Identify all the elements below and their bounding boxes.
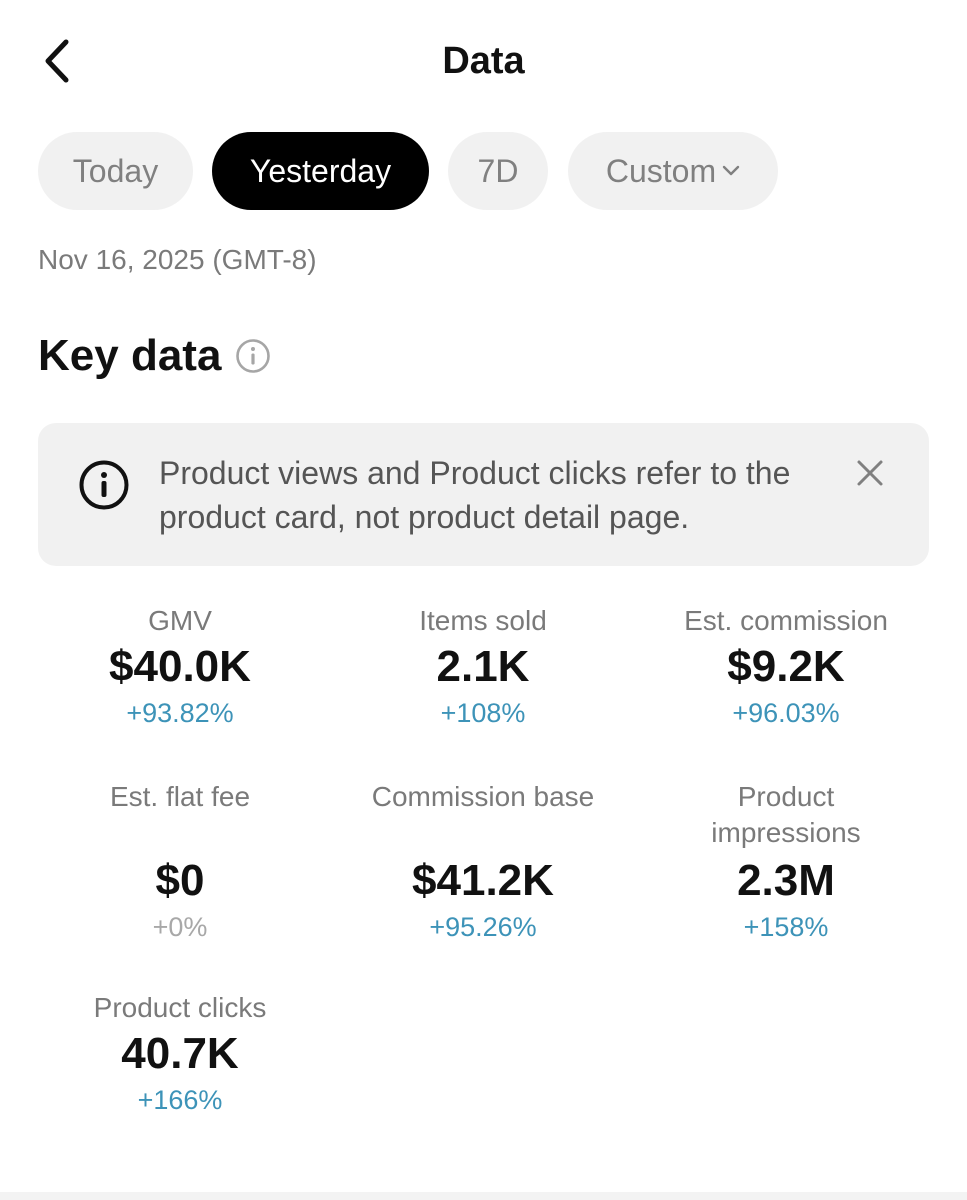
metric-commission-base[interactable]: Commission base $41.2K +95.26%: [333, 779, 633, 945]
bottom-divider: [0, 1192, 967, 1200]
metric-label: Commission base: [371, 781, 595, 812]
metric-value: 2.3M: [737, 856, 835, 905]
filter-chip-label: Custom: [605, 152, 717, 189]
date-range-label: Nov 16, 2025 (GMT-8): [38, 244, 317, 275]
metric-change: +158%: [743, 912, 829, 942]
metric-value: $41.2K: [412, 856, 554, 905]
filter-chip-label: Yesterday: [249, 152, 392, 189]
metric-gmv[interactable]: GMV $40.0K +93.82%: [30, 603, 330, 731]
chevron-down-icon: [722, 165, 740, 177]
filter-chip-custom[interactable]: Custom: [568, 132, 778, 210]
notice-text: Product views and Product clicks refer t…: [159, 455, 791, 535]
info-icon[interactable]: [235, 338, 271, 374]
filter-chip-7d[interactable]: 7D: [448, 132, 548, 210]
metric-product-clicks[interactable]: Product clicks 40.7K +166%: [30, 990, 330, 1118]
metric-change: +108%: [440, 698, 526, 728]
metric-value: $40.0K: [109, 642, 251, 691]
page-title: Data: [442, 40, 525, 82]
filter-chip-label: Today: [72, 152, 159, 189]
key-data-title: Key data: [38, 331, 222, 380]
metric-label: Product impressions: [711, 781, 861, 848]
close-icon: [857, 460, 883, 486]
metric-est-flat-fee[interactable]: Est. flat fee $0 +0%: [30, 779, 330, 945]
chevron-left-icon: [45, 39, 69, 83]
metric-change: +95.26%: [429, 912, 537, 942]
metric-value: $0: [155, 856, 205, 905]
notice-banner: Product views and Product clicks refer t…: [38, 423, 929, 566]
metric-value: 2.1K: [436, 642, 530, 691]
metric-label: Items sold: [419, 605, 547, 636]
metric-product-impressions[interactable]: Product impressions 2.3M +158%: [636, 779, 936, 945]
filter-chip-label: 7D: [477, 152, 519, 189]
metric-label: Product clicks: [93, 992, 267, 1023]
metric-label: Est. commission: [684, 605, 888, 636]
filter-chip-yesterday[interactable]: Yesterday: [212, 132, 429, 210]
metric-change: +93.82%: [126, 698, 234, 728]
metric-value: 40.7K: [121, 1029, 239, 1078]
metric-est-commission[interactable]: Est. commission $9.2K +96.03%: [636, 603, 936, 731]
metric-items-sold[interactable]: Items sold 2.1K +108%: [333, 603, 633, 731]
metric-change: +0%: [152, 912, 208, 942]
close-button[interactable]: [848, 451, 892, 495]
metric-label: Est. flat fee: [109, 781, 251, 812]
filter-chip-today[interactable]: Today: [38, 132, 193, 210]
metric-change: +166%: [137, 1085, 223, 1115]
metric-label: GMV: [148, 605, 212, 636]
metric-change: +96.03%: [732, 698, 840, 728]
metric-value: $9.2K: [727, 642, 845, 691]
info-icon: [79, 460, 129, 510]
key-data-heading: Key data: [38, 328, 271, 384]
back-button[interactable]: [32, 34, 82, 88]
